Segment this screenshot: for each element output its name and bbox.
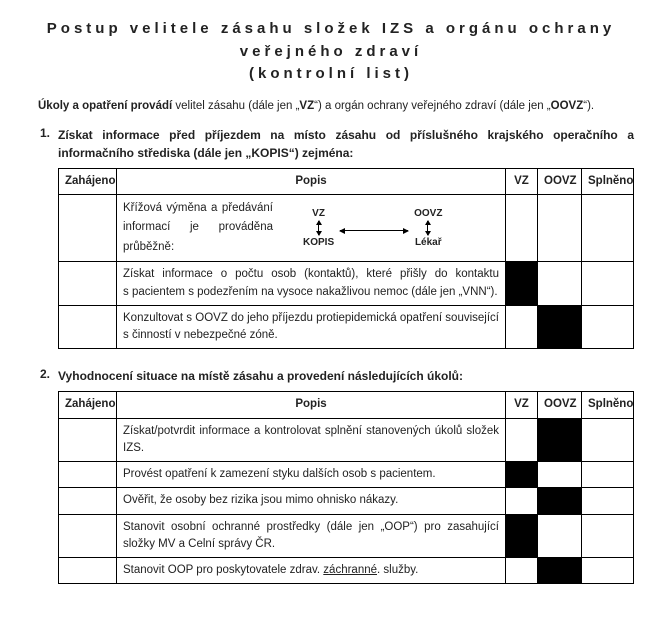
- cell-desc: Konzultovat s OOVZ do jeho příjezdu prot…: [117, 305, 506, 349]
- col-start: Zahájeno: [59, 392, 117, 418]
- cell-oovz: [538, 488, 582, 514]
- col-start: Zahájeno: [59, 168, 117, 194]
- cell-vz: [506, 418, 538, 462]
- col-done: Splněno: [582, 392, 634, 418]
- cell-oovz: [538, 462, 582, 488]
- section-2-heading: 2. Vyhodnocení situace na místě zásahu a…: [28, 367, 634, 385]
- cell-done[interactable]: [582, 558, 634, 584]
- table-row: Stanovit osobní ochranné prostředky (dál…: [59, 514, 634, 558]
- col-desc: Popis: [117, 168, 506, 194]
- cell-vz: [506, 262, 538, 306]
- cell-done[interactable]: [582, 305, 634, 349]
- table-row: Získat informace o počtu osob (kontaktů)…: [59, 262, 634, 306]
- table-row: Získat/potvrdit informace a kontrolovat …: [59, 418, 634, 462]
- col-oovz: OOVZ: [538, 168, 582, 194]
- cell-desc: Provést opatření k zamezení styku dalšíc…: [117, 462, 506, 488]
- cell-done[interactable]: [582, 488, 634, 514]
- col-done: Splněno: [582, 168, 634, 194]
- cell-vz: [506, 488, 538, 514]
- cell-done[interactable]: [582, 462, 634, 488]
- cell-start[interactable]: [59, 462, 117, 488]
- col-vz: VZ: [506, 392, 538, 418]
- cell-desc: Ověřit, že osoby bez rizika jsou mimo oh…: [117, 488, 506, 514]
- table-row: Provést opatření k zamezení styku dalšíc…: [59, 462, 634, 488]
- cell-oovz: [538, 262, 582, 306]
- section-number: 2.: [28, 367, 58, 385]
- cell-start[interactable]: [59, 488, 117, 514]
- cell-oovz: [538, 514, 582, 558]
- table-section-1: Zahájeno Popis VZ OOVZ Splněno Křížová v…: [58, 168, 634, 350]
- section-text: Vyhodnocení situace na místě zásahu a pr…: [58, 367, 634, 385]
- section-number: 1.: [28, 126, 58, 162]
- cell-done[interactable]: [582, 194, 634, 262]
- table-section-2: Zahájeno Popis VZ OOVZ Splněno Získat/po…: [58, 391, 634, 584]
- col-vz: VZ: [506, 168, 538, 194]
- cell-desc: Stanovit OOP pro poskytovatele zdrav. zá…: [117, 558, 506, 584]
- table-row: Ověřit, že osoby bez rizika jsou mimo oh…: [59, 488, 634, 514]
- col-oovz: OOVZ: [538, 392, 582, 418]
- exchange-diagram: VZKOPIS OOVZLékař: [303, 208, 442, 248]
- cell-oovz: [538, 305, 582, 349]
- intro-bold: Úkoly a opatření provádí: [38, 100, 172, 112]
- cell-start[interactable]: [59, 558, 117, 584]
- page-title: Postup velitele zásahu složek IZS a orgá…: [28, 18, 634, 86]
- table-header-row: Zahájeno Popis VZ OOVZ Splněno: [59, 392, 634, 418]
- cell-vz: [506, 514, 538, 558]
- cell-done[interactable]: [582, 514, 634, 558]
- cell-vz: [506, 558, 538, 584]
- cell-done[interactable]: [582, 418, 634, 462]
- cell-oovz: [538, 418, 582, 462]
- cell-desc: Získat/potvrdit informace a kontrolovat …: [117, 418, 506, 462]
- cell-vz: [506, 462, 538, 488]
- cell-start[interactable]: [59, 305, 117, 349]
- table-row: Stanovit OOP pro poskytovatele zdrav. zá…: [59, 558, 634, 584]
- title-line-3: (kontrolní list): [249, 65, 413, 82]
- cell-vz: [506, 194, 538, 262]
- cell-start[interactable]: [59, 262, 117, 306]
- cell-desc: Získat informace o počtu osob (kontaktů)…: [117, 262, 506, 306]
- cell-start[interactable]: [59, 194, 117, 262]
- table-row: Křížová výměna a předávání informací je …: [59, 194, 634, 262]
- title-line-1: Postup velitele zásahu složek IZS a orgá…: [47, 20, 615, 37]
- cell-start[interactable]: [59, 514, 117, 558]
- col-desc: Popis: [117, 392, 506, 418]
- section-text: Získat informace před příjezdem na místo…: [58, 126, 634, 162]
- table-row: Konzultovat s OOVZ do jeho příjezdu prot…: [59, 305, 634, 349]
- cell-vz: [506, 305, 538, 349]
- table-header-row: Zahájeno Popis VZ OOVZ Splněno: [59, 168, 634, 194]
- cell-done[interactable]: [582, 262, 634, 306]
- title-line-2: veřejného zdraví: [240, 43, 422, 60]
- cell-desc: Stanovit osobní ochranné prostředky (dál…: [117, 514, 506, 558]
- cell-desc: Křížová výměna a předávání informací je …: [117, 194, 506, 262]
- cell-oovz: [538, 194, 582, 262]
- cell-oovz: [538, 558, 582, 584]
- intro-paragraph: Úkoly a opatření provádí velitel zásahu …: [28, 100, 634, 112]
- section-1-heading: 1. Získat informace před příjezdem na mí…: [28, 126, 634, 162]
- cell-start[interactable]: [59, 418, 117, 462]
